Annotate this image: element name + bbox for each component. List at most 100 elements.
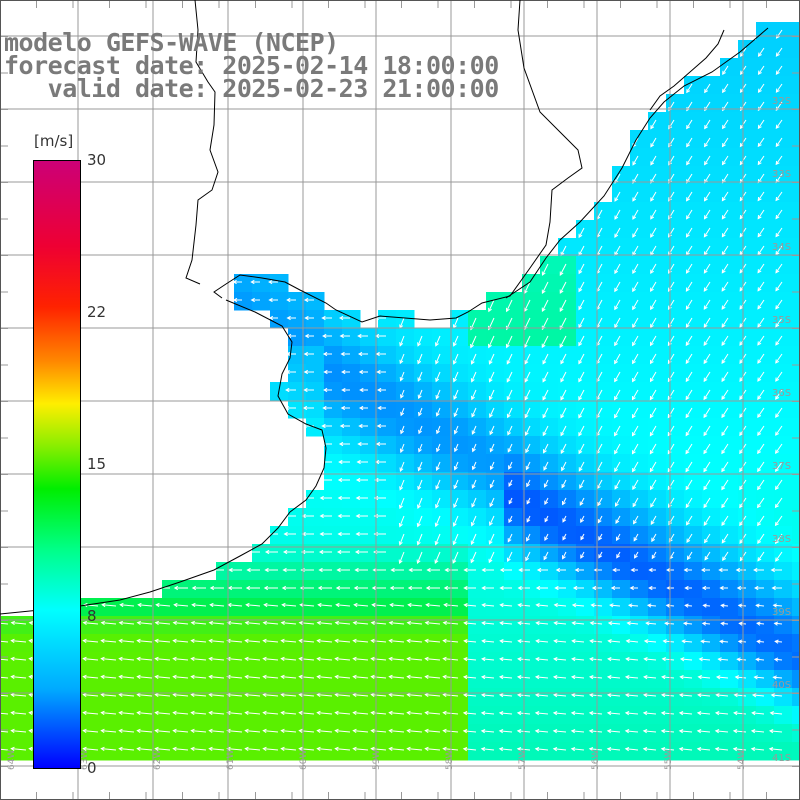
wind-vector-head	[418, 429, 423, 435]
wind-vector-head	[757, 431, 762, 437]
wind-vector-head	[660, 711, 666, 716]
wind-vector	[614, 461, 621, 472]
wind-speed-cell	[288, 382, 307, 401]
wind-speed-cell	[486, 310, 505, 329]
wind-vector-head	[318, 549, 324, 555]
wind-vector	[607, 748, 621, 751]
wind-vector-head	[320, 441, 325, 447]
wind-vector-head	[542, 396, 547, 401]
wind-speed-cell	[702, 634, 721, 653]
lat-label: 37S	[772, 461, 791, 472]
wind-vector-head	[244, 728, 249, 734]
wind-vector-head	[388, 728, 393, 734]
wind-vector	[499, 730, 513, 733]
wind-vector-head	[714, 711, 720, 716]
wind-vector-head	[757, 269, 762, 274]
wind-vector	[775, 425, 783, 436]
wind-vector	[417, 497, 423, 509]
wind-vector	[589, 712, 603, 715]
wind-vector	[704, 137, 711, 147]
wind-vector-head	[82, 620, 87, 626]
wind-vector-head	[191, 585, 197, 591]
wind-vector-head	[578, 467, 583, 472]
wind-speed-cell	[540, 706, 559, 725]
wind-vector	[155, 676, 171, 679]
wind-vector-head	[82, 656, 87, 662]
wind-vector	[453, 533, 459, 545]
wind-speed-cell	[540, 688, 559, 707]
wind-vector	[489, 497, 495, 507]
wind-vector-head	[703, 485, 708, 491]
wind-vector-head	[732, 747, 738, 752]
wind-vector	[721, 317, 729, 328]
wind-speed-cell	[540, 742, 559, 761]
wind-speed-cell	[522, 472, 541, 491]
wind-speed-cell	[576, 616, 595, 635]
wind-vector-head	[631, 414, 636, 419]
wind-vector-head	[173, 585, 179, 591]
wind-speed-cell	[270, 598, 289, 617]
wind-vector-head	[721, 521, 726, 527]
wind-vector-head	[517, 603, 522, 608]
wind-vector	[757, 281, 765, 292]
wind-speed-cell	[378, 490, 397, 509]
wind-vector-head	[732, 729, 738, 734]
wind-speed-cell	[702, 742, 721, 761]
wind-speed-cell	[270, 544, 289, 563]
wind-vector-head	[336, 549, 342, 555]
wind-speed-cell	[450, 670, 469, 689]
wind-speed-cell	[486, 472, 505, 491]
wind-vector	[11, 748, 27, 751]
wind-vector	[703, 479, 711, 490]
wind-speed-cell	[486, 382, 505, 401]
wind-vector-head	[244, 656, 249, 662]
wind-speed-cell	[162, 688, 181, 707]
wind-speed-cell	[342, 472, 361, 491]
wind-speed-cell	[504, 616, 523, 635]
wind-vector	[101, 730, 117, 733]
wind-vector-head	[489, 413, 493, 418]
wind-vector-head	[542, 431, 547, 437]
wind-vector-head	[703, 395, 708, 401]
wind-speed-cell	[378, 328, 397, 347]
wind-vector-head	[172, 710, 177, 716]
wind-vector	[722, 65, 729, 75]
wind-vector-head	[614, 414, 618, 419]
wind-vector	[210, 604, 225, 607]
wind-vector-head	[757, 323, 762, 328]
wind-speed-cell	[450, 742, 469, 761]
wind-speed-cell	[468, 706, 487, 725]
wind-speed-cell	[468, 562, 487, 581]
wind-vector	[417, 335, 423, 346]
wind-vector	[649, 389, 657, 400]
wind-speed-cell	[360, 382, 379, 401]
wind-vector	[644, 676, 657, 679]
wind-speed-cell	[324, 616, 343, 635]
wind-speed-cell	[666, 742, 685, 761]
wind-vector-head	[336, 567, 341, 573]
wind-vector-head	[560, 449, 565, 455]
wind-vector	[757, 515, 765, 526]
wind-vector-head	[667, 287, 672, 292]
wind-vector	[11, 712, 27, 715]
wind-speed-cell	[450, 436, 469, 455]
wind-vector-head	[700, 639, 705, 644]
wind-vector	[702, 622, 711, 625]
wind-vector	[507, 407, 513, 418]
wind-speed-cell	[774, 184, 793, 203]
wind-speed-cell	[0, 742, 19, 761]
wind-vector-head	[488, 360, 493, 365]
wind-vector-head	[649, 341, 654, 347]
wind-speed-cell	[414, 634, 433, 653]
wind-vector-head	[649, 359, 654, 365]
wind-vector	[686, 119, 693, 129]
wind-vector-head	[757, 359, 762, 364]
wind-vector-head	[774, 503, 779, 509]
wind-speed-cell	[360, 616, 379, 635]
wind-vector	[317, 658, 333, 661]
wind-vector-head	[625, 639, 631, 644]
wind-vector-head	[265, 531, 270, 537]
wind-speed-cell	[180, 724, 199, 743]
wind-vector	[470, 335, 477, 348]
wind-vector	[775, 263, 783, 273]
